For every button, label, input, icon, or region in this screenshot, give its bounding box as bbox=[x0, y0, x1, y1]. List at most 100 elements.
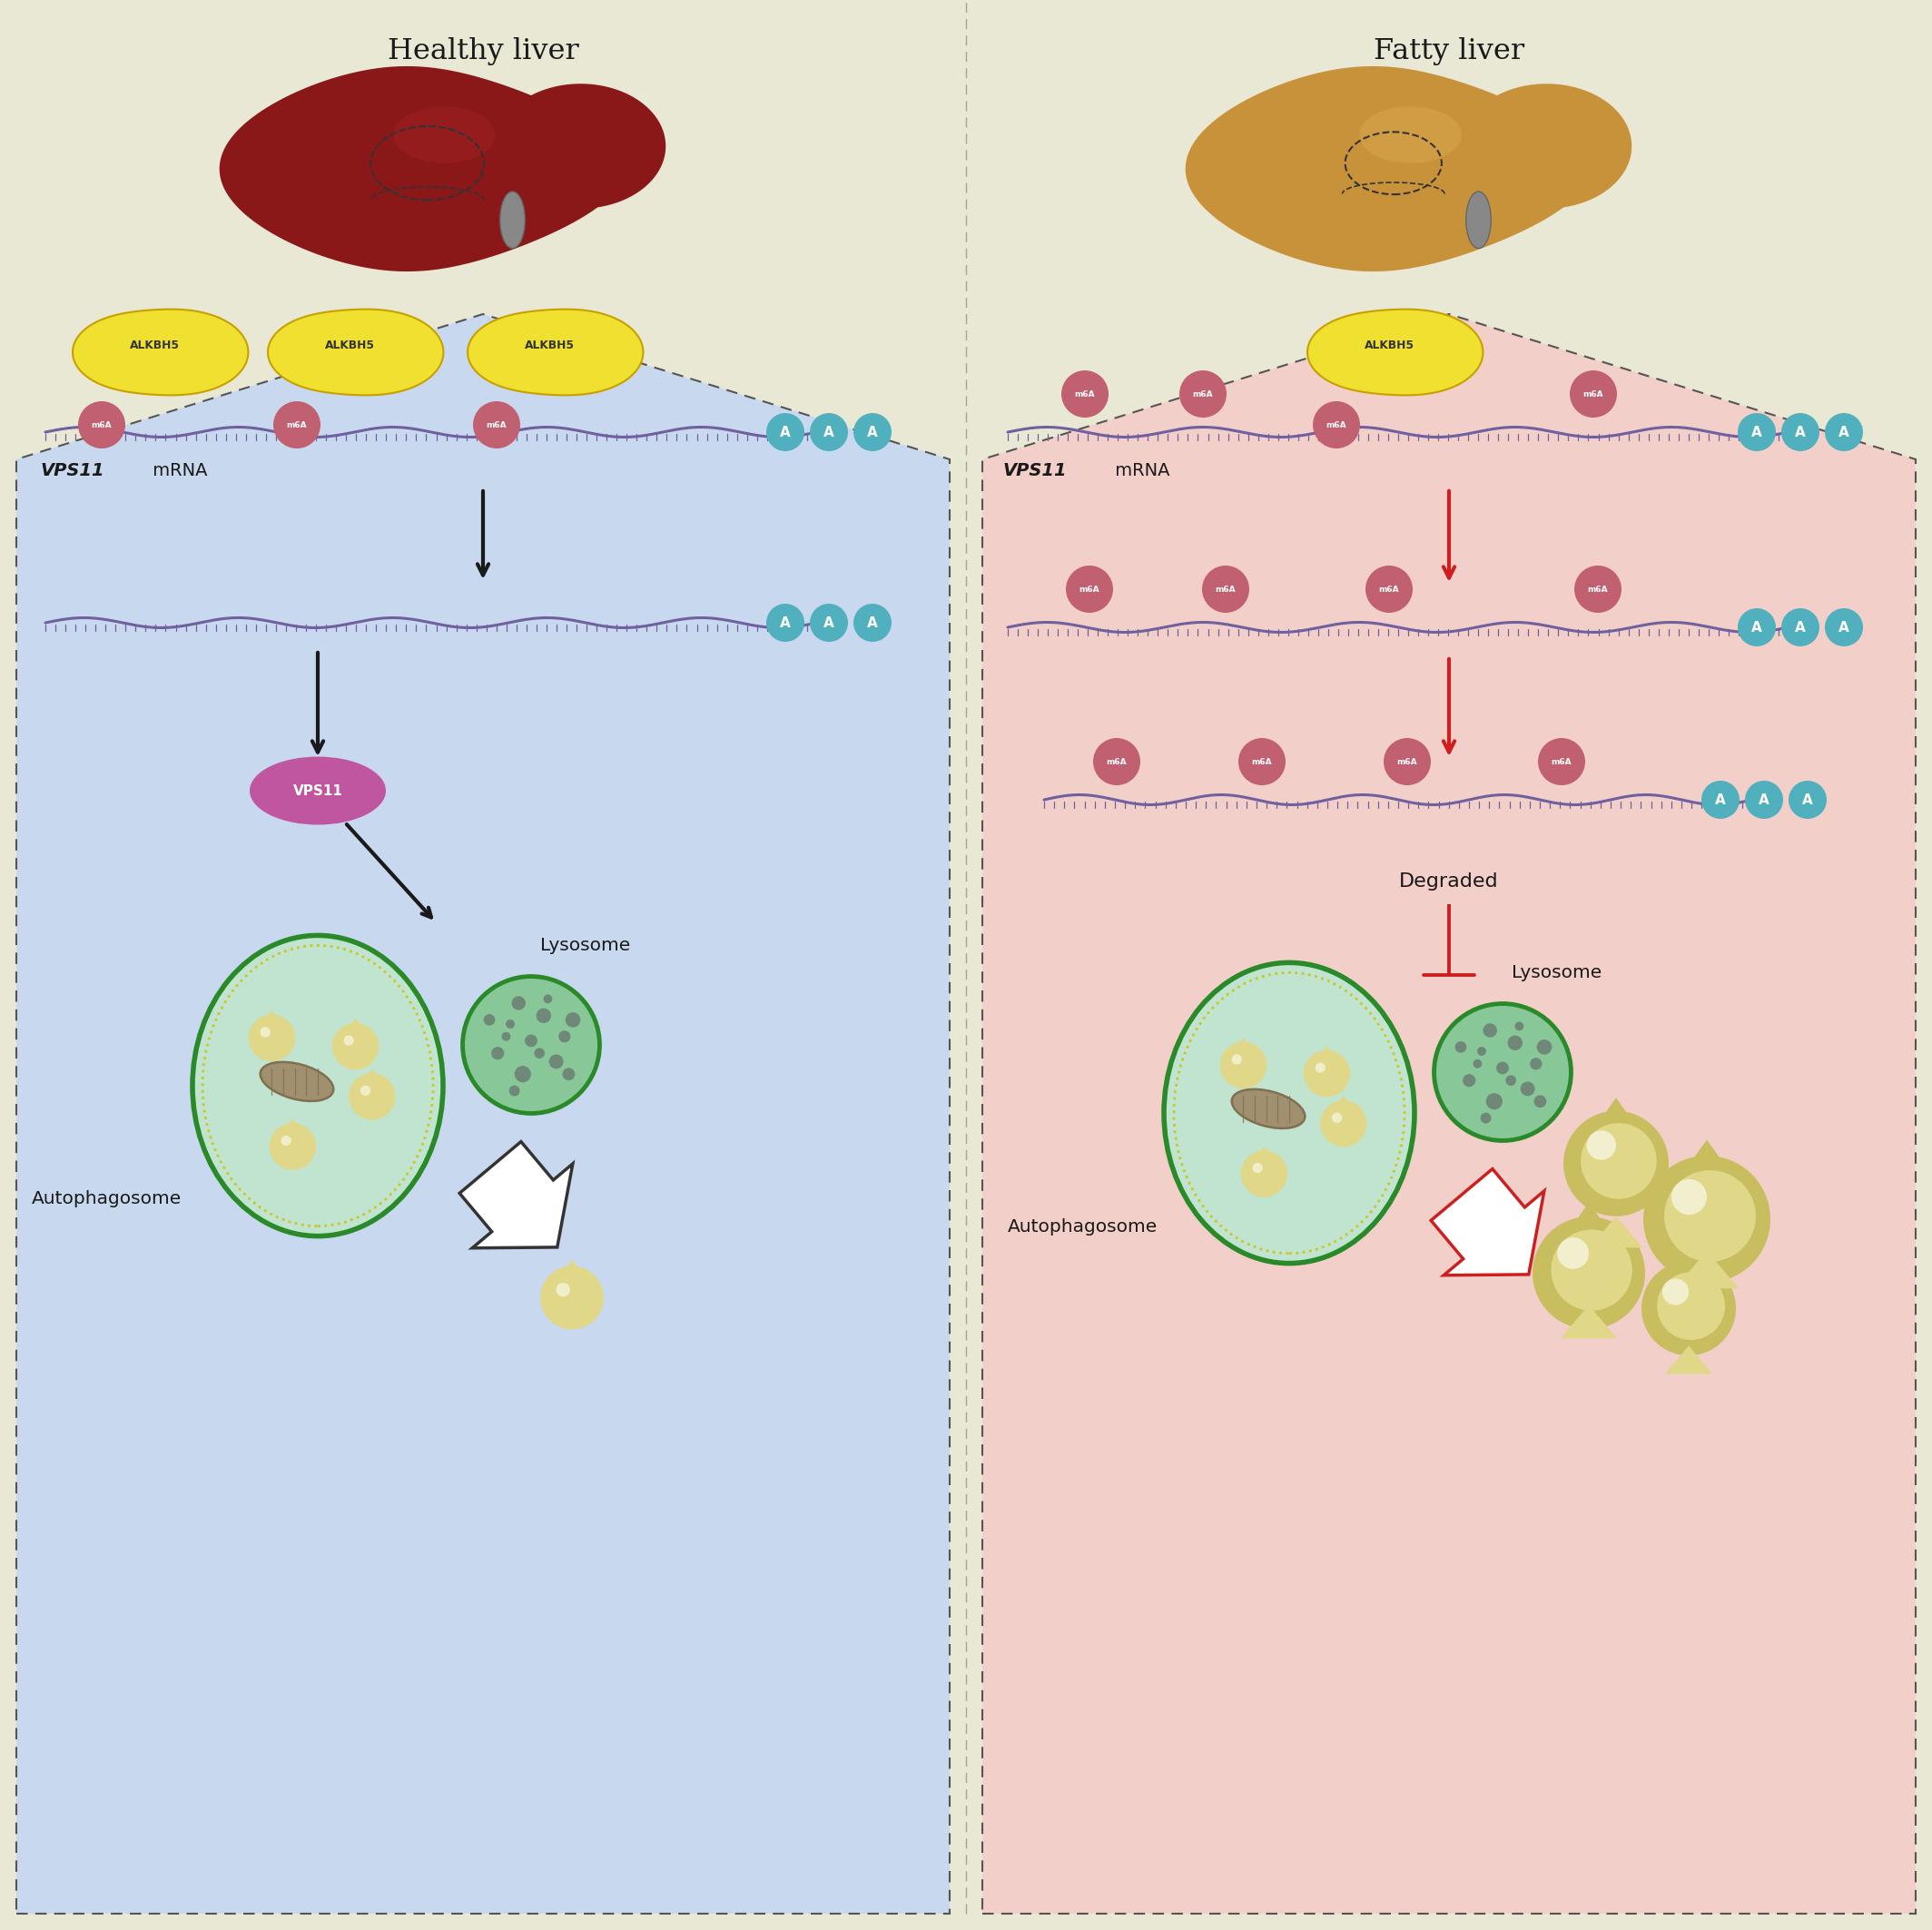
Circle shape bbox=[767, 413, 804, 452]
Circle shape bbox=[556, 1283, 570, 1297]
Polygon shape bbox=[1461, 83, 1633, 208]
Text: VPS11: VPS11 bbox=[41, 461, 104, 479]
Circle shape bbox=[1536, 1040, 1551, 1054]
Circle shape bbox=[1826, 413, 1862, 452]
Text: mRNA: mRNA bbox=[1109, 461, 1169, 479]
Circle shape bbox=[462, 977, 599, 1114]
Polygon shape bbox=[1333, 1096, 1354, 1112]
Circle shape bbox=[280, 1135, 292, 1146]
Circle shape bbox=[491, 1046, 504, 1060]
Circle shape bbox=[810, 413, 848, 452]
Text: Healthy liver: Healthy liver bbox=[386, 37, 580, 66]
Ellipse shape bbox=[261, 1062, 334, 1102]
Circle shape bbox=[558, 1031, 570, 1042]
Polygon shape bbox=[1665, 1249, 1712, 1282]
Polygon shape bbox=[1675, 1251, 1739, 1289]
Circle shape bbox=[533, 1048, 545, 1058]
Polygon shape bbox=[468, 309, 643, 396]
Circle shape bbox=[1737, 608, 1776, 647]
Circle shape bbox=[810, 604, 848, 643]
Circle shape bbox=[1563, 1112, 1669, 1216]
Text: m6A: m6A bbox=[1074, 390, 1095, 398]
Circle shape bbox=[1569, 371, 1617, 417]
Circle shape bbox=[854, 413, 891, 452]
Text: A: A bbox=[1752, 425, 1762, 438]
Circle shape bbox=[1252, 1162, 1264, 1173]
Text: A: A bbox=[867, 616, 877, 629]
Polygon shape bbox=[261, 1009, 282, 1025]
Circle shape bbox=[1331, 1114, 1343, 1123]
Circle shape bbox=[348, 1073, 396, 1119]
Text: A: A bbox=[1795, 620, 1806, 635]
Text: A: A bbox=[1752, 620, 1762, 635]
Text: VPS11: VPS11 bbox=[294, 784, 342, 797]
Circle shape bbox=[1551, 1229, 1633, 1310]
Circle shape bbox=[562, 1067, 576, 1081]
Text: Degraded: Degraded bbox=[1399, 872, 1499, 890]
Circle shape bbox=[1219, 1042, 1267, 1089]
Text: A: A bbox=[1716, 793, 1725, 807]
Polygon shape bbox=[1432, 1170, 1544, 1276]
Circle shape bbox=[1478, 1046, 1486, 1056]
Circle shape bbox=[269, 1123, 317, 1170]
Circle shape bbox=[1316, 1063, 1325, 1073]
Circle shape bbox=[1486, 1092, 1503, 1110]
Text: m6A: m6A bbox=[1192, 390, 1213, 398]
Circle shape bbox=[1179, 371, 1227, 417]
Circle shape bbox=[1789, 782, 1826, 818]
Circle shape bbox=[566, 1013, 580, 1027]
Polygon shape bbox=[558, 1260, 585, 1280]
Circle shape bbox=[541, 1266, 605, 1330]
Circle shape bbox=[1320, 1100, 1368, 1146]
Polygon shape bbox=[73, 309, 247, 396]
Circle shape bbox=[1538, 737, 1584, 786]
Circle shape bbox=[549, 1054, 564, 1069]
Text: A: A bbox=[781, 425, 790, 438]
Circle shape bbox=[1240, 1150, 1287, 1197]
Ellipse shape bbox=[500, 191, 526, 249]
Polygon shape bbox=[220, 66, 624, 272]
Circle shape bbox=[1580, 1123, 1656, 1199]
Text: Lysosome: Lysosome bbox=[541, 936, 630, 953]
Ellipse shape bbox=[1233, 1089, 1304, 1129]
Circle shape bbox=[506, 1019, 514, 1029]
Circle shape bbox=[1642, 1260, 1735, 1355]
Circle shape bbox=[344, 1034, 354, 1046]
Circle shape bbox=[1671, 1179, 1706, 1214]
Circle shape bbox=[1434, 1004, 1571, 1141]
Circle shape bbox=[1737, 413, 1776, 452]
Circle shape bbox=[1663, 1170, 1756, 1262]
Polygon shape bbox=[1665, 1345, 1712, 1374]
Circle shape bbox=[473, 401, 520, 448]
Text: ALKBH5: ALKBH5 bbox=[325, 340, 375, 351]
Text: Autophagosome: Autophagosome bbox=[1009, 1218, 1157, 1235]
Text: A: A bbox=[823, 425, 835, 438]
Circle shape bbox=[1575, 565, 1621, 612]
Text: A: A bbox=[1758, 793, 1770, 807]
Polygon shape bbox=[1590, 1098, 1642, 1135]
Polygon shape bbox=[344, 1019, 365, 1033]
Polygon shape bbox=[361, 1069, 383, 1083]
Text: m6A: m6A bbox=[1551, 758, 1573, 766]
Circle shape bbox=[1557, 1237, 1588, 1270]
Circle shape bbox=[1480, 1114, 1492, 1123]
Polygon shape bbox=[1561, 1305, 1617, 1337]
Circle shape bbox=[514, 1065, 531, 1083]
Text: A: A bbox=[823, 616, 835, 629]
Circle shape bbox=[512, 996, 526, 1009]
Text: m6A: m6A bbox=[1397, 758, 1418, 766]
Circle shape bbox=[1644, 1156, 1770, 1283]
Text: A: A bbox=[1803, 793, 1812, 807]
Ellipse shape bbox=[394, 106, 495, 164]
Ellipse shape bbox=[1360, 106, 1461, 164]
Circle shape bbox=[854, 604, 891, 643]
Circle shape bbox=[1314, 401, 1360, 448]
Circle shape bbox=[1530, 1058, 1542, 1069]
Text: m6A: m6A bbox=[1080, 585, 1099, 593]
Text: m6A: m6A bbox=[1582, 390, 1604, 398]
Circle shape bbox=[1658, 1272, 1725, 1339]
Circle shape bbox=[526, 1034, 537, 1046]
Circle shape bbox=[1532, 1216, 1646, 1330]
Polygon shape bbox=[1561, 1202, 1617, 1243]
Circle shape bbox=[543, 994, 553, 1004]
